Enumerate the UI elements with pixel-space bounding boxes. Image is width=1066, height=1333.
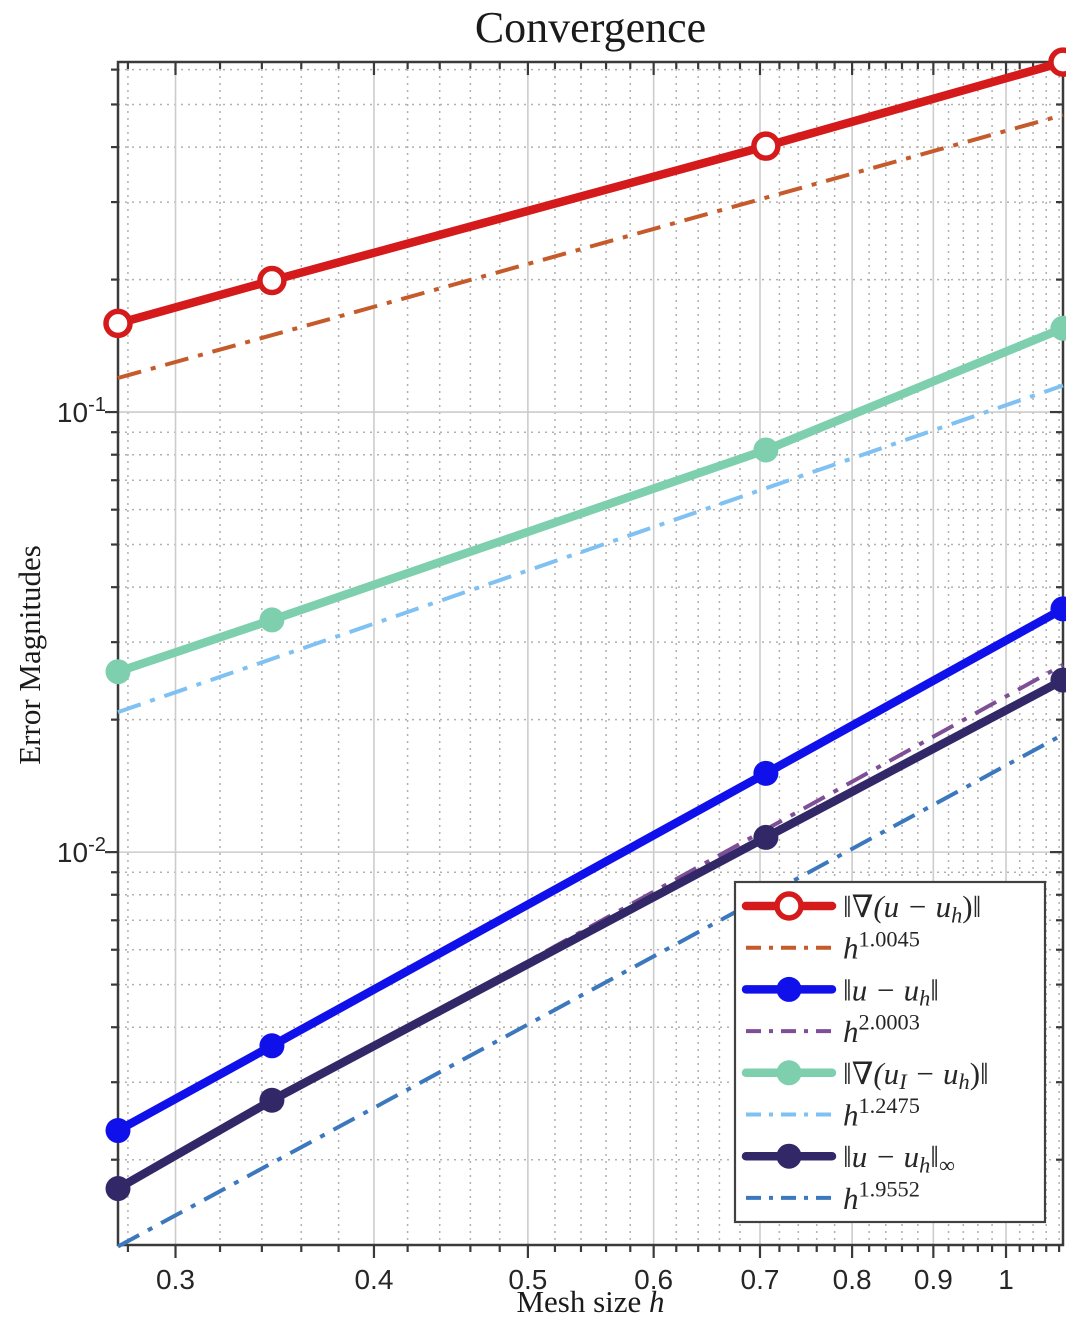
marker-max-error: [753, 824, 779, 850]
y-tick-label: 10-2: [57, 834, 106, 868]
x-axis-label-text: Mesh size: [516, 1284, 650, 1319]
x-tick-label: 0.6: [634, 1264, 673, 1295]
legend-entry-interp-grad-error: ‖∇(uI − uh)‖: [741, 1056, 989, 1094]
legend-entry-grad-error: ‖∇(u − uh)‖: [741, 889, 981, 927]
marker-interp-grad-error: [259, 607, 285, 633]
reference-line-rate-max: [117, 732, 1064, 1249]
marker-max-error: [259, 1087, 285, 1113]
marker-l2-error: [259, 1033, 285, 1059]
marker-max-error: [1050, 667, 1066, 693]
legend-entry-l2-error: ‖u − uh‖: [741, 972, 939, 1011]
x-axis-label: Mesh size h: [118, 1284, 1063, 1320]
legend-label-l2-error: ‖u − uh‖: [843, 972, 939, 1010]
legend-label-rate-interp: h1.2475: [843, 1093, 920, 1132]
x-tick-label: 1: [998, 1264, 1014, 1295]
x-axis-label-variable: h: [649, 1284, 665, 1319]
marker-grad-error: [751, 131, 781, 161]
marker-interp-grad-error: [1050, 315, 1066, 341]
marker-grad-error: [257, 265, 287, 296]
legend-entry-max-error: ‖u − uh‖∞: [741, 1139, 955, 1177]
series-line-grad-error: [113, 57, 1066, 328]
marker-grad-error: [1048, 47, 1066, 77]
legend-label-rate-max: h1.9552: [843, 1177, 920, 1216]
legend-swatch-marker: [776, 976, 802, 1002]
reference-line-rate-interp: [117, 383, 1064, 715]
marker-l2-error: [105, 1118, 131, 1144]
legend-label-rate-grad: h1.0045: [843, 926, 920, 965]
y-axis-label: Error Magnitudes: [12, 545, 47, 765]
y-tick-label: 10-1: [57, 394, 106, 428]
series-line-max-error: [113, 675, 1066, 1193]
marker-interp-grad-error: [105, 659, 131, 685]
x-tick-label: 0.8: [833, 1264, 872, 1295]
legend-label-max-error: ‖u − uh‖∞: [843, 1139, 955, 1177]
series-line-l2-error: [113, 604, 1066, 1135]
chart-title: Convergence: [474, 3, 707, 52]
axes-frame: [116, 60, 1065, 1247]
legend-entry-rate-l2: h2.0003: [746, 1010, 920, 1049]
legend: ‖∇(u − uh)‖h1.0045 ‖u − uh‖h2.0003 ‖∇(uI −…: [733, 880, 1047, 1224]
x-tick-label: 0.3: [156, 1264, 195, 1295]
marker-l2-error: [753, 760, 779, 786]
reference-line-rate-grad: [117, 113, 1064, 380]
axis-ticks: [105, 62, 1063, 1258]
legend-label-grad-error: ‖∇(u − uh)‖: [843, 889, 981, 927]
series-line-interp-grad-error: [113, 324, 1066, 676]
x-tick-label: 0.9: [914, 1264, 953, 1295]
marker-l2-error: [1050, 596, 1066, 622]
legend-label-rate-l2: h2.0003: [843, 1010, 920, 1049]
marker-interp-grad-error: [753, 437, 779, 463]
legend-swatch-marker: [776, 1143, 802, 1169]
marker-grad-error: [103, 308, 133, 339]
legend-entry-rate-grad: h1.0045: [746, 926, 920, 966]
legend-entry-rate-interp: h1.2475: [746, 1093, 920, 1133]
marker-max-error: [105, 1176, 131, 1202]
legend-label-interp-grad-error: ‖∇(uI − uh)‖: [843, 1056, 989, 1094]
legend-swatch-marker: [776, 1060, 802, 1086]
legend-entry-rate-max: h1.9552: [746, 1177, 920, 1216]
x-tick-label: 0.4: [354, 1264, 393, 1295]
x-tick-label: 0.7: [741, 1264, 780, 1295]
legend-swatch-marker: [774, 891, 804, 921]
x-tick-label: 0.5: [508, 1264, 547, 1295]
